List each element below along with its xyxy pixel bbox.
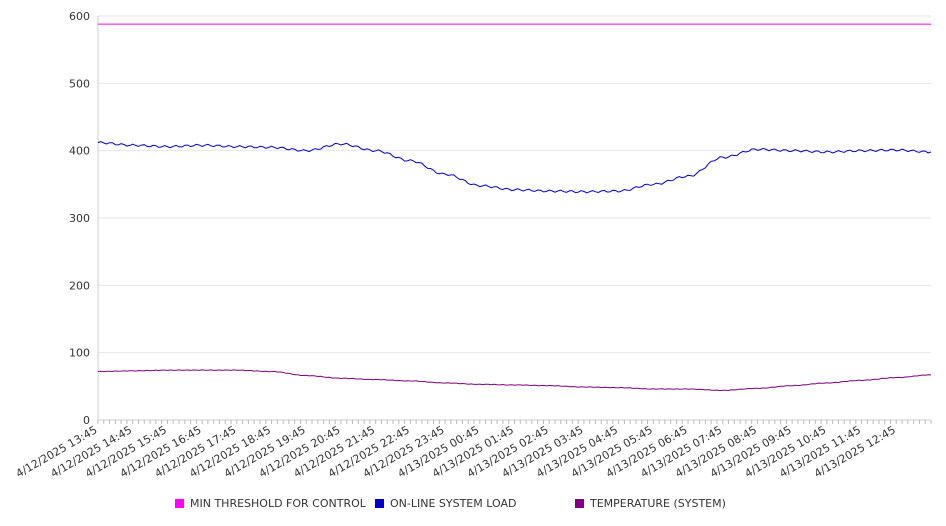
y-tick-label: 500 — [69, 77, 90, 90]
series-line — [97, 369, 932, 392]
legend-swatch — [375, 499, 384, 508]
series-lines — [97, 23, 932, 392]
gridlines — [98, 15, 931, 421]
y-tick-label: 100 — [69, 347, 90, 360]
y-tick-label: 200 — [69, 279, 90, 292]
legend-swatch — [175, 499, 184, 508]
legend-label: ON-LINE SYSTEM LOAD — [390, 497, 517, 510]
y-tick-label: 0 — [83, 414, 90, 427]
series-line — [97, 141, 932, 194]
legend-item-temperature[interactable]: TEMPERATURE (SYSTEM) — [575, 497, 726, 510]
x-axis: 4/12/2025 13:454/12/2025 14:454/12/2025 … — [14, 419, 932, 480]
y-axis: 0 100 200 300 400 500 600 — [69, 10, 99, 427]
y-tick-label: 400 — [69, 145, 90, 158]
y-tick-label: 600 — [69, 10, 90, 23]
legend-item-system-load[interactable]: ON-LINE SYSTEM LOAD — [375, 497, 516, 510]
y-tick-label: 300 — [69, 212, 90, 225]
legend-item-min-threshold[interactable]: MIN THRESHOLD FOR CONTROL — [175, 497, 366, 510]
legend: MIN THRESHOLD FOR CONTROL ON-LINE SYSTEM… — [0, 497, 946, 517]
legend-label: TEMPERATURE (SYSTEM) — [590, 497, 726, 510]
legend-swatch — [575, 499, 584, 508]
legend-label: MIN THRESHOLD FOR CONTROL — [190, 497, 366, 510]
